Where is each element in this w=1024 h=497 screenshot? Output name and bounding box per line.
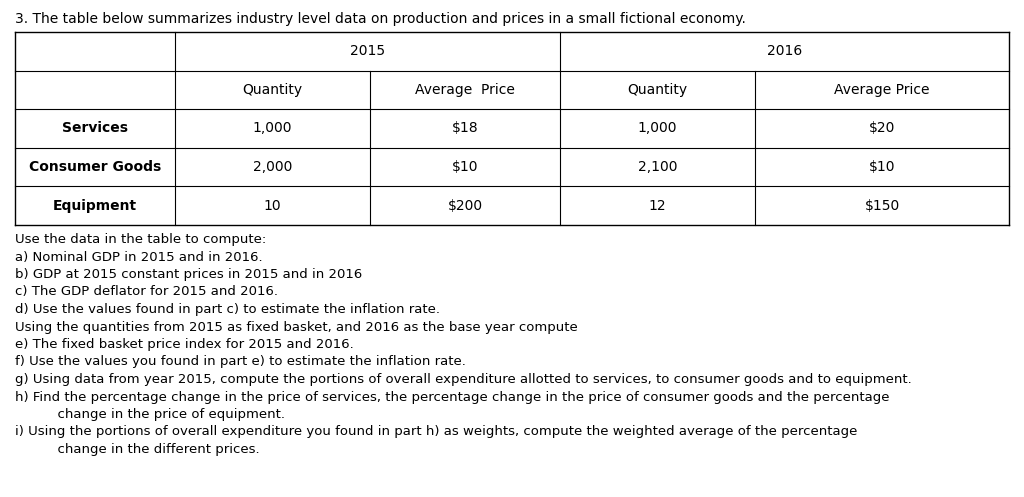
Text: Use the data in the table to compute:: Use the data in the table to compute: [15, 233, 266, 246]
Text: g) Using data from year 2015, compute the portions of overall expenditure allott: g) Using data from year 2015, compute th… [15, 373, 911, 386]
Text: Services: Services [62, 121, 128, 136]
Text: Average Price: Average Price [835, 83, 930, 97]
Text: b) GDP at 2015 constant prices in 2015 and in 2016: b) GDP at 2015 constant prices in 2015 a… [15, 268, 362, 281]
Text: change in the price of equipment.: change in the price of equipment. [15, 408, 285, 421]
Text: Average  Price: Average Price [415, 83, 515, 97]
Text: 2,100: 2,100 [638, 160, 677, 174]
Text: change in the different prices.: change in the different prices. [15, 443, 260, 456]
Text: Using the quantities from 2015 as fixed basket, and 2016 as the base year comput: Using the quantities from 2015 as fixed … [15, 321, 578, 333]
Text: 10: 10 [264, 199, 282, 213]
Text: Consumer Goods: Consumer Goods [29, 160, 161, 174]
Text: a) Nominal GDP in 2015 and in 2016.: a) Nominal GDP in 2015 and in 2016. [15, 250, 262, 263]
Text: h) Find the percentage change in the price of services, the percentage change in: h) Find the percentage change in the pri… [15, 391, 890, 404]
Text: 3. The table below summarizes industry level data on production and prices in a : 3. The table below summarizes industry l… [15, 12, 745, 26]
Text: 2,000: 2,000 [253, 160, 292, 174]
Text: Quantity: Quantity [243, 83, 302, 97]
Text: d) Use the values found in part c) to estimate the inflation rate.: d) Use the values found in part c) to es… [15, 303, 440, 316]
Text: $10: $10 [452, 160, 478, 174]
Text: 1,000: 1,000 [253, 121, 292, 136]
Text: c) The GDP deflator for 2015 and 2016.: c) The GDP deflator for 2015 and 2016. [15, 285, 278, 299]
Text: 2015: 2015 [350, 44, 385, 58]
Text: Equipment: Equipment [53, 199, 137, 213]
Text: 12: 12 [648, 199, 667, 213]
Text: $18: $18 [452, 121, 478, 136]
Text: i) Using the portions of overall expenditure you found in part h) as weights, co: i) Using the portions of overall expendi… [15, 425, 857, 438]
Text: $200: $200 [447, 199, 482, 213]
Text: $10: $10 [868, 160, 895, 174]
Text: f) Use the values you found in part e) to estimate the inflation rate.: f) Use the values you found in part e) t… [15, 355, 466, 368]
Text: Quantity: Quantity [628, 83, 687, 97]
Text: $20: $20 [868, 121, 895, 136]
Text: e) The fixed basket price index for 2015 and 2016.: e) The fixed basket price index for 2015… [15, 338, 353, 351]
Text: 2016: 2016 [767, 44, 802, 58]
Text: $150: $150 [864, 199, 900, 213]
Text: 1,000: 1,000 [638, 121, 677, 136]
